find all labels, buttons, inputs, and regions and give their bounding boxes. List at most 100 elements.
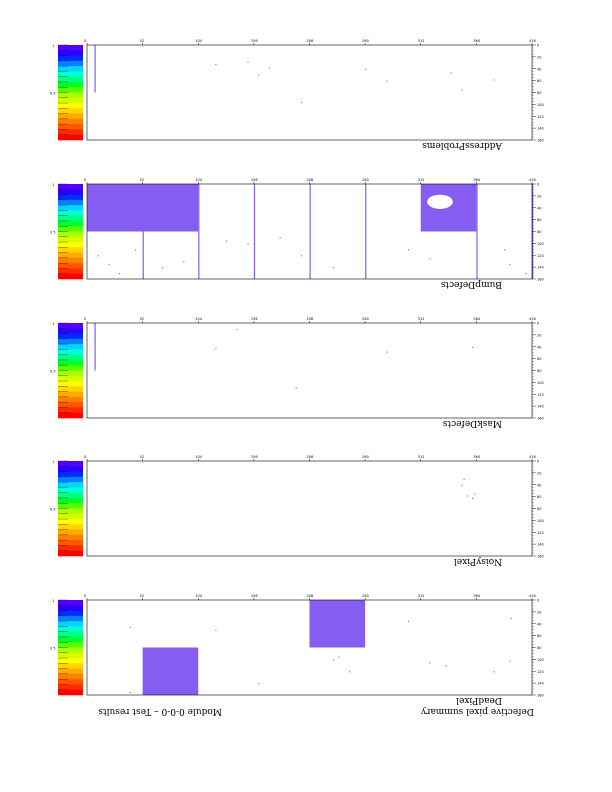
row-tick-label: 40 xyxy=(537,206,541,210)
color-scale-band xyxy=(58,118,83,125)
column-tick-label: 208 xyxy=(307,317,314,321)
color-scale xyxy=(58,599,83,696)
column-tick-label: 156 xyxy=(251,594,258,598)
hit-point xyxy=(268,67,270,69)
column-tick-label: 52 xyxy=(140,178,144,182)
hit-point xyxy=(461,89,463,91)
row-tick-label: 160 xyxy=(537,278,544,282)
hit-point xyxy=(279,237,281,239)
color-scale-band xyxy=(58,610,83,617)
column-tick-label: 104 xyxy=(195,317,202,321)
color-scale-band xyxy=(58,328,83,334)
hit-point xyxy=(258,683,260,685)
hit-point xyxy=(429,258,431,260)
column-tick-label: 312 xyxy=(418,39,425,43)
column-tick-label: 364 xyxy=(473,594,480,598)
color-scale-band xyxy=(58,257,83,264)
hit-point xyxy=(407,249,410,251)
plot-frame xyxy=(86,44,533,141)
panel-title: AddressProblems xyxy=(422,140,503,150)
scale-mid-label: 0.5 xyxy=(50,508,56,512)
column-tick-label: 104 xyxy=(195,594,202,598)
panel-title: DeadPixel xyxy=(456,695,502,705)
color-scale-band xyxy=(58,540,83,546)
hit-point xyxy=(472,346,474,348)
hit-point xyxy=(445,665,447,667)
column-tick-label: 260 xyxy=(362,39,369,43)
color-scale-band xyxy=(58,113,83,120)
hit-point xyxy=(510,617,512,619)
row-tick-label: 80 xyxy=(537,230,541,234)
row-tick-label: 20 xyxy=(537,610,541,614)
row-tick-label: 160 xyxy=(537,417,544,421)
color-scale-band xyxy=(58,658,83,664)
hit-point xyxy=(386,351,388,353)
color-scale-band xyxy=(58,375,83,382)
column-tick-label: 52 xyxy=(140,455,144,459)
color-scale-band xyxy=(58,134,83,141)
row-tick-label: 120 xyxy=(537,254,544,258)
hit-point xyxy=(450,72,452,74)
column-tick-label: 208 xyxy=(307,178,314,182)
row-tick-label: 140 xyxy=(537,127,544,131)
hit-point xyxy=(461,484,463,486)
row-tick-label: 60 xyxy=(537,79,541,83)
scale-top-label: 1 xyxy=(52,460,54,464)
row-tick-label: 120 xyxy=(537,670,544,674)
hit-point xyxy=(472,497,474,499)
color-scale-band xyxy=(58,461,83,467)
hit-point xyxy=(493,671,495,673)
hit-region xyxy=(309,184,311,279)
hit-point xyxy=(365,68,367,70)
color-scale-band xyxy=(58,636,83,643)
plot-frame xyxy=(86,322,533,419)
color-scale-band xyxy=(58,689,83,696)
hit-point xyxy=(300,255,303,257)
color-scale-band xyxy=(58,92,83,99)
color-scale-band xyxy=(58,497,83,504)
scale-top-label: 1 xyxy=(52,322,54,326)
row-tick-label: 0 xyxy=(537,183,539,187)
hit-region xyxy=(365,184,367,279)
panel-2: 10.50 52 104 156 208 260 312 364 416020406080100… xyxy=(50,178,544,289)
color-scale-band xyxy=(58,621,83,627)
row-tick-label: 40 xyxy=(537,345,541,349)
color-scale-band xyxy=(58,605,83,611)
color-scale-band xyxy=(58,396,83,403)
color-scale-band xyxy=(58,45,83,51)
color-scale-band xyxy=(58,108,83,114)
color-scale-band xyxy=(58,466,83,472)
hit-point xyxy=(236,328,238,331)
row-tick-label: 120 xyxy=(537,531,544,535)
color-scale-band xyxy=(58,503,83,509)
hit-point xyxy=(215,629,217,631)
panel-4: 10.50 52 104 156 208 260 312 364 416020406080100… xyxy=(50,455,544,566)
color-scale-band xyxy=(58,524,83,530)
row-tick-label: 140 xyxy=(537,543,544,547)
column-tick-label: 208 xyxy=(307,594,314,598)
hit-region xyxy=(420,184,477,232)
hit-point xyxy=(349,671,351,673)
hit-point xyxy=(97,255,99,257)
panel-title: NoisyPixel xyxy=(454,556,502,566)
scale-top-label: 1 xyxy=(52,183,54,187)
column-tick-label: 416 xyxy=(529,39,536,43)
color-scale-band xyxy=(58,247,83,253)
row-tick-label: 20 xyxy=(537,194,541,198)
color-scale-band xyxy=(58,129,83,136)
hit-point xyxy=(258,74,260,76)
column-tick-label: 156 xyxy=(251,39,258,43)
hit-point xyxy=(504,249,506,251)
color-scale-band xyxy=(58,242,83,248)
color-scale-band xyxy=(58,194,83,201)
row-tick-label: 140 xyxy=(537,405,544,409)
column-tick-label: 156 xyxy=(251,317,258,321)
panel-title-group: AddressProblems xyxy=(422,140,503,150)
color-scale-band xyxy=(58,679,83,685)
color-scale-band xyxy=(58,354,83,361)
panel-title: BumpDefects xyxy=(440,279,502,289)
column-tick-label: 364 xyxy=(473,317,480,321)
column-tick-label: 364 xyxy=(473,39,480,43)
row-tick-label: 120 xyxy=(537,115,544,119)
